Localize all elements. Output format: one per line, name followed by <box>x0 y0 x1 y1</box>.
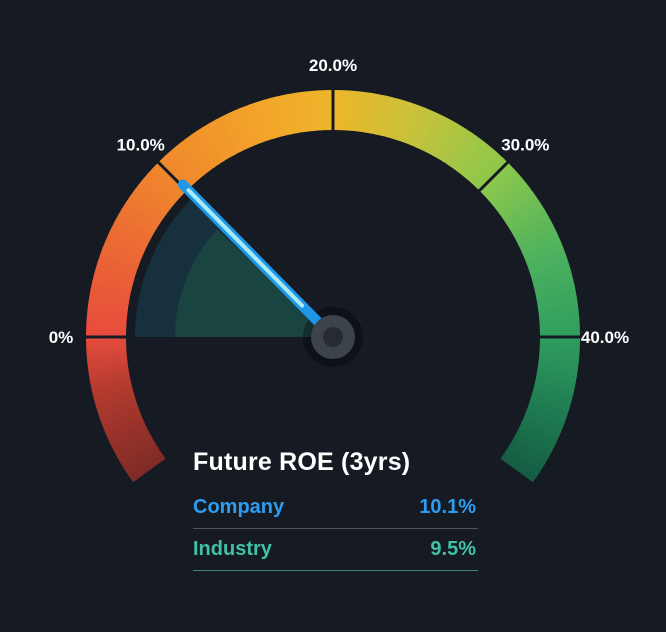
gauge-arc-segment <box>500 453 537 483</box>
tick-label: 40.0% <box>581 328 629 347</box>
needle-hub-center <box>323 327 343 347</box>
tick-label: 20.0% <box>309 56 357 75</box>
tick-label: 0% <box>49 328 74 347</box>
gauge-info-panel: Future ROE (3yrs) Company 10.1% Industry… <box>193 448 478 571</box>
tick-notch <box>476 159 511 194</box>
gauge-title: Future ROE (3yrs) <box>193 448 411 476</box>
company-label: Company <box>193 496 285 518</box>
gauge-needle <box>177 179 363 367</box>
tick-label: 30.0% <box>501 136 549 155</box>
company-value: 10.1% <box>419 496 476 518</box>
legend-row-industry: Industry 9.5% <box>193 529 478 571</box>
industry-label: Industry <box>193 538 272 560</box>
industry-wedge <box>175 229 333 337</box>
value-wedges <box>135 195 333 337</box>
industry-value: 9.5% <box>430 538 476 560</box>
gauge-arc <box>86 89 580 483</box>
legend-row-company: Company 10.1% <box>193 487 478 529</box>
needle-highlight <box>186 188 305 308</box>
gauge-tick-labels: 0% 10.0% 20.0% 30.0% 40.0% <box>49 56 629 347</box>
tick-label: 10.0% <box>117 136 165 155</box>
